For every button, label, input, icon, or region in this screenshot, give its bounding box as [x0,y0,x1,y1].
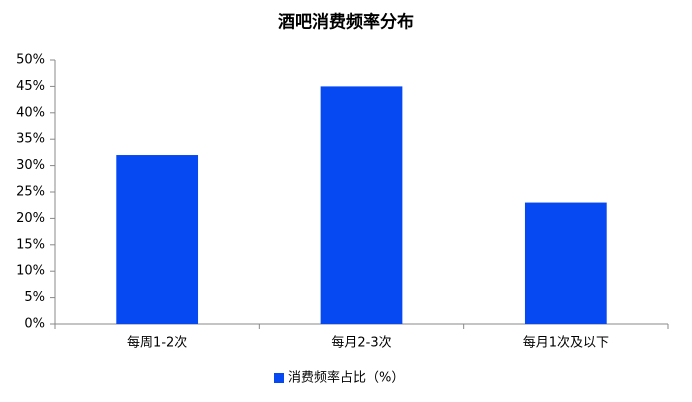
y-tick-label: 20% [16,211,45,226]
legend-swatch [274,373,284,383]
y-tick-label: 45% [16,79,45,94]
bar [320,86,403,325]
y-tick-label: 5% [24,290,45,305]
chart-title: 酒吧消费频率分布 [278,12,414,33]
x-tick-label: 每月2-3次 [331,335,391,351]
y-tick-label: 15% [16,237,45,252]
y-tick-label: 25% [16,185,45,200]
x-tick-label: 每周1-2次 [127,335,187,351]
y-tick-label: 50% [16,53,45,68]
y-tick-label: 40% [16,105,45,120]
y-tick-label: 35% [16,132,45,147]
y-tick-label: 0% [24,317,45,332]
bar [116,155,199,324]
x-tick-label: 每月1次及以下 [523,335,609,351]
bar [524,202,607,324]
legend-label: 消费频率占比（%） [288,370,404,386]
y-tick-label: 10% [16,264,45,279]
y-tick-label: 30% [16,158,45,173]
